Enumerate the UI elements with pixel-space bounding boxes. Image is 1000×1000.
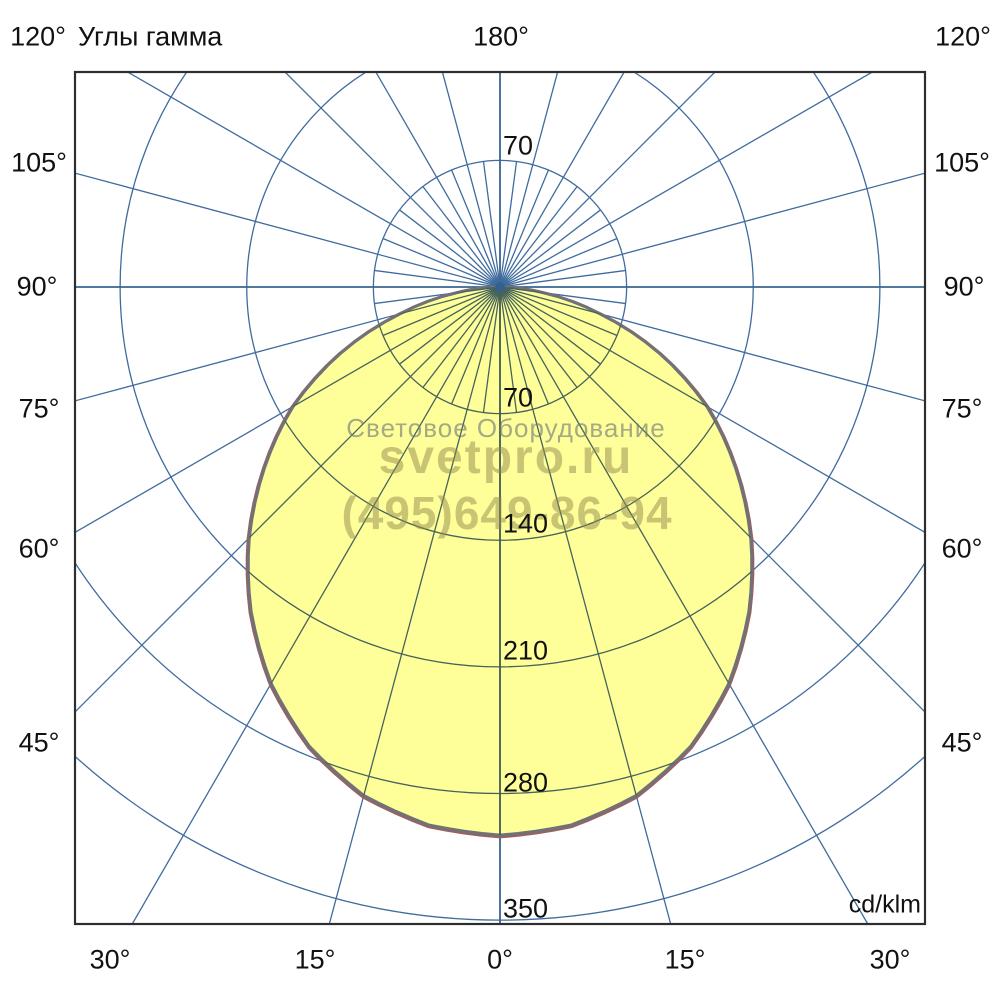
right-axis-label-45: 45° [941, 727, 983, 758]
bottom-axis-label-15l: 15° [294, 944, 336, 975]
units-label: cd/klm [848, 890, 921, 919]
bottom-axis-label-30r: 30° [869, 944, 911, 975]
top-angle-label-180: 180° [473, 21, 529, 52]
left-axis-label-60: 60° [18, 533, 60, 564]
bottom-axis-label-0: 0° [487, 944, 513, 975]
plot-border [73, 70, 927, 926]
origin-dot [495, 282, 505, 292]
corner-angle-label-top-left: 120° [10, 21, 66, 52]
left-axis-label-45: 45° [18, 727, 60, 758]
ring-label-70: 70 [503, 382, 534, 413]
right-axis-label-75: 75° [941, 393, 983, 424]
bottom-axis-label-30l: 30° [89, 944, 131, 975]
ring-label-350: 350 [503, 893, 549, 924]
chart-title: Углы гамма [78, 21, 223, 52]
ring-label-70-top: 70 [503, 130, 534, 161]
ring-label-280: 280 [503, 767, 549, 798]
corner-angle-label-top-right: 120° [935, 21, 991, 52]
left-axis-label-105: 105° [11, 147, 67, 178]
watermark-phone: (495)649-86-94 [341, 487, 673, 539]
left-axis-label-90: 90° [16, 271, 58, 302]
right-axis-label-105: 105° [934, 147, 990, 178]
ring-label-140: 140 [503, 508, 549, 539]
bottom-axis-label-15r: 15° [664, 944, 706, 975]
watermark-site: svetpro.ru [378, 431, 634, 484]
right-axis-label-90: 90° [943, 271, 985, 302]
right-axis-label-60: 60° [941, 533, 983, 564]
ring-label-210: 210 [503, 635, 549, 666]
watermark-company: Световое Оборудование [346, 413, 666, 443]
left-axis-label-75: 75° [18, 393, 60, 424]
